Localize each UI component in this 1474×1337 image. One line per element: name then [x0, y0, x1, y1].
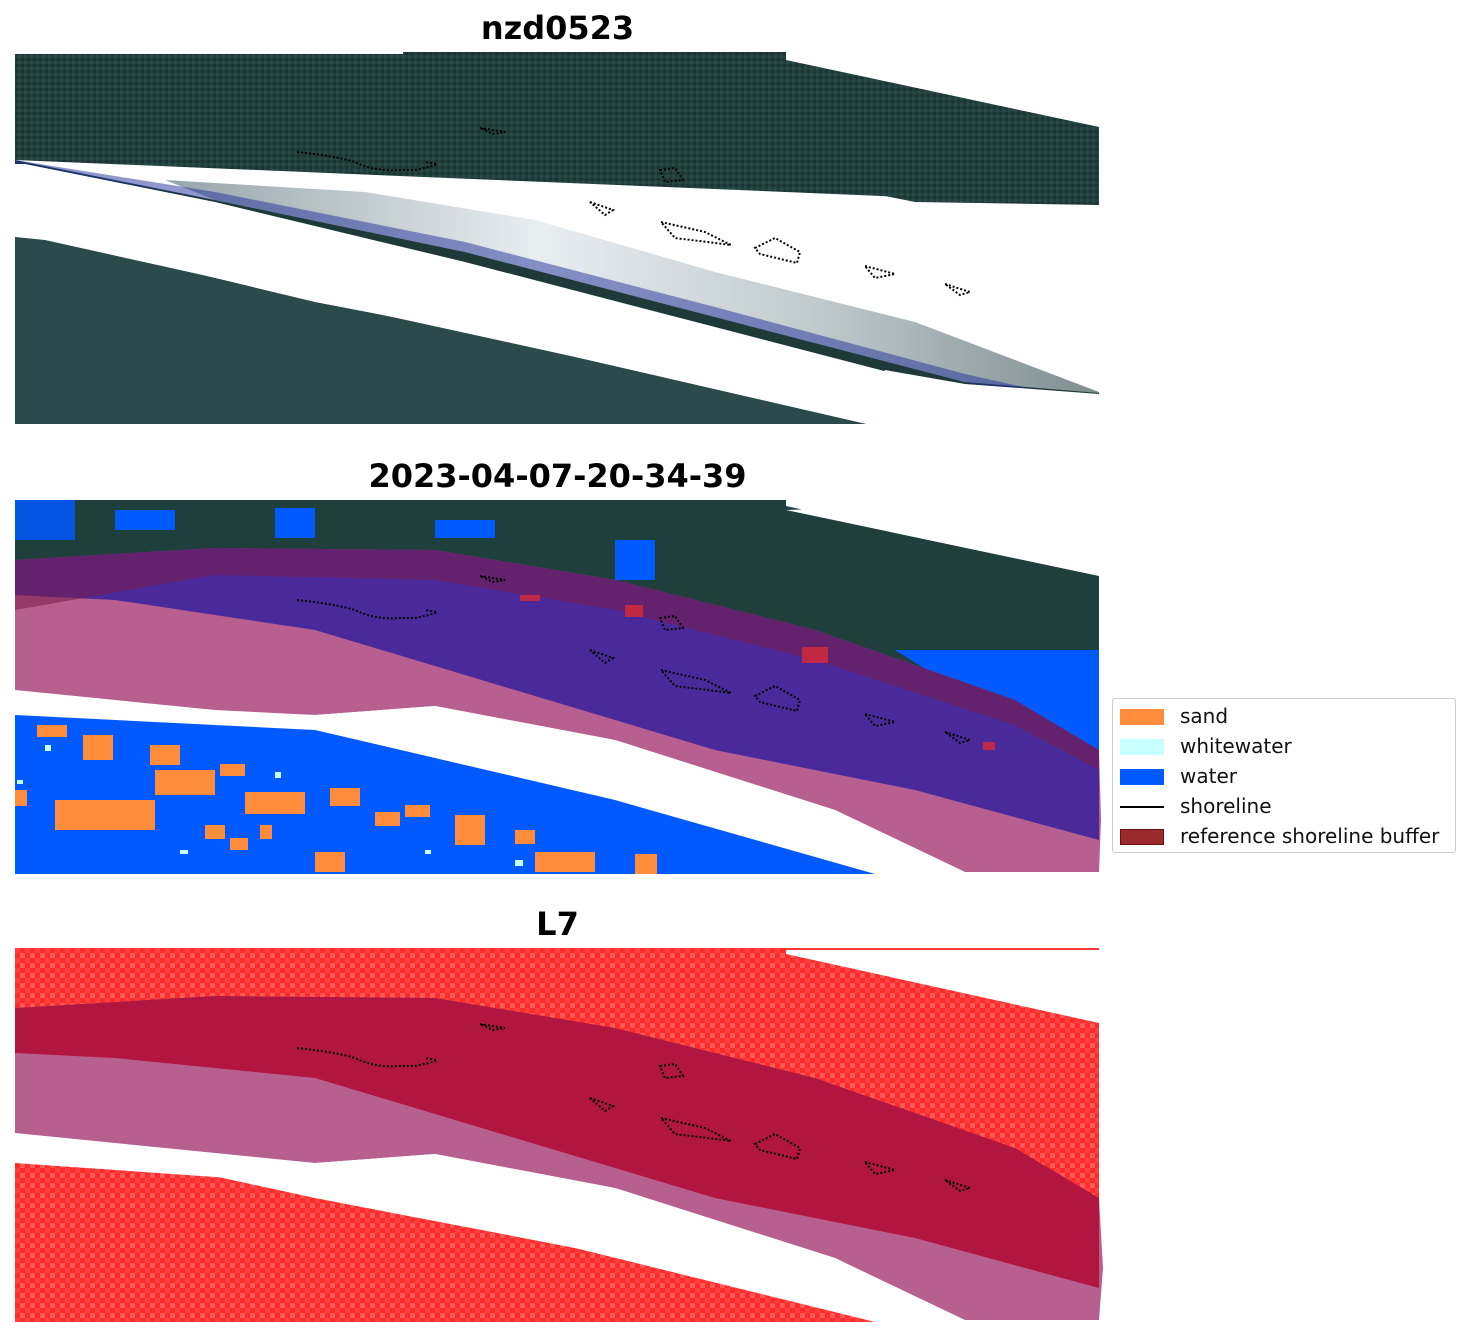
legend-item-water: water	[1113, 764, 1455, 788]
legend-item-whitewater: whitewater	[1113, 734, 1455, 758]
rgb-satellite-image	[15, 52, 1099, 426]
legend-label: whitewater	[1180, 734, 1292, 758]
reference-buffer-swatch	[1120, 829, 1164, 845]
legend-item-reference-buffer: reference shoreline buffer	[1113, 824, 1455, 848]
classification-image	[15, 500, 1101, 874]
panel-title-rgb: nzd0523	[480, 9, 635, 47]
whitewater-swatch	[1120, 739, 1164, 755]
index-image	[15, 948, 1103, 1322]
legend: sand whitewater water shoreline referenc…	[1112, 698, 1456, 853]
water-swatch	[1120, 769, 1164, 785]
legend-label: reference shoreline buffer	[1180, 824, 1440, 848]
legend-label: shoreline	[1180, 794, 1272, 818]
rgb-image-panel	[15, 52, 1103, 426]
classification-panel	[15, 500, 1103, 874]
panel-title-index: L7	[536, 905, 579, 943]
legend-item-shoreline: shoreline	[1113, 794, 1455, 818]
legend-label: water	[1180, 764, 1237, 788]
legend-label: sand	[1180, 704, 1229, 728]
index-panel	[15, 948, 1103, 1322]
sand-swatch	[1120, 709, 1164, 725]
panel-title-classification: 2023-04-07-20-34-39	[368, 457, 747, 495]
legend-item-sand: sand	[1113, 704, 1455, 728]
shoreline-line-swatch	[1120, 806, 1164, 808]
